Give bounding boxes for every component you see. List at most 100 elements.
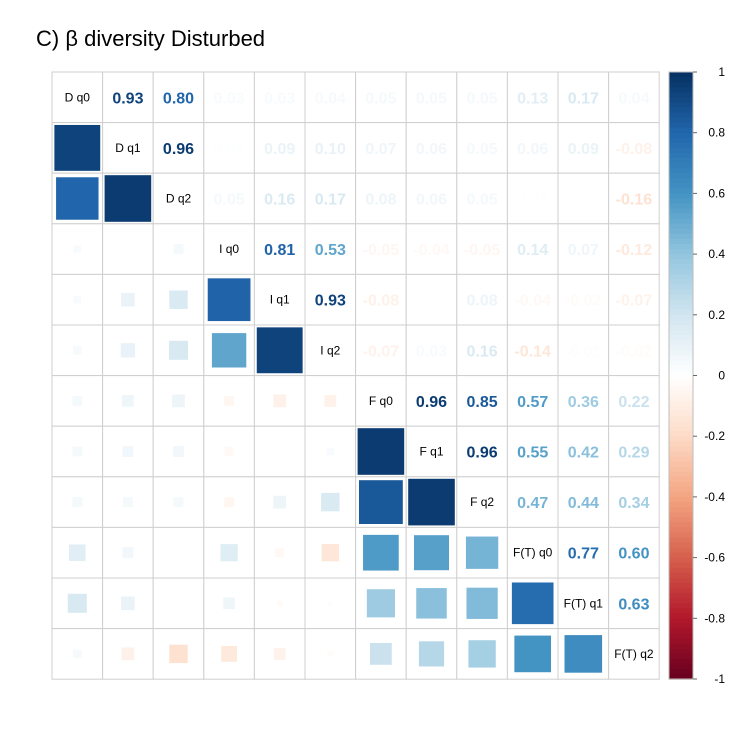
diagonal-label: I q1 [270,293,290,307]
correlation-square [223,394,236,407]
colorbar-segment [669,309,693,316]
grid-cell [355,122,407,174]
grid-cell [608,172,660,225]
colorbar-segment [669,415,693,422]
correlation-square [417,640,446,668]
coefficient-label: 0.85 [467,394,498,411]
grid-cell [608,273,660,326]
colorbar-segment [669,380,693,387]
grid-cell [608,122,660,174]
grid-cell [506,425,559,478]
colorbar-segment [669,648,693,655]
grid-cell [608,628,660,680]
colorbar-segment [669,324,693,331]
correlation-square [68,543,87,562]
coefficient-label: -0.16 [616,192,653,209]
coefficient-label: 0.04 [315,90,346,107]
colorbar-segment [669,496,693,503]
colorbar-segment [669,512,693,518]
coefficient-label: 0.05 [365,90,396,107]
colorbar-segment [669,345,693,351]
grid-cell [608,71,660,124]
coefficient-label: 0.42 [568,445,599,462]
coefficient-label: 0.29 [618,445,649,462]
grid-cell [51,71,104,124]
colorbar-tick-label: -0.2 [704,429,725,443]
correlation-square [120,393,135,408]
colorbar-segment [669,638,693,645]
correlation-square [272,393,288,409]
coefficient-label: 0.96 [416,394,447,411]
chart-title: C) β diversity Disturbed [36,26,266,51]
grid-cell [405,71,458,124]
coefficient-label: 0.03 [416,343,447,360]
coefficient-label: 0.09 [568,141,599,158]
correlation-square [168,289,189,310]
correlation-square [53,123,102,172]
colorbar-segment [669,127,693,134]
grid-cell [304,122,357,174]
grid-cell [506,273,559,326]
correlation-square [120,595,136,612]
grid-cell [456,122,508,174]
coefficient-label: -0.02 [616,343,653,360]
colorbar-segment [669,304,693,311]
correlation-square [272,646,287,661]
coefficient-label: 0.16 [264,192,295,209]
grid-cell [608,324,660,377]
colorbar-segment [669,658,693,665]
coefficient-label: 0.00 [416,293,447,310]
colorbar-segment [669,542,693,549]
colorbar-segment [669,451,693,458]
coefficient-label: -0.07 [363,343,400,360]
coefficient-label: 0.03 [214,90,245,107]
diagonal-label: D q2 [166,192,192,206]
correlation-square [412,534,451,572]
grid-cell [456,425,508,478]
colorbar-segment [669,466,693,473]
colorbar-segment [669,421,693,427]
coefficient-label: 0.36 [568,394,599,411]
colorbar-segment [669,527,693,533]
coefficient-label: -0.01 [565,343,602,360]
correlation-square [223,446,235,457]
grid-cell [405,324,458,377]
coefficient-label: 0.60 [618,546,649,563]
colorbar-segment [669,107,693,114]
coefficient-label: 0.57 [517,394,548,411]
coefficient-label: -0.14 [514,343,551,360]
coefficient-label: 0.77 [568,546,599,563]
grid-cell [506,122,559,174]
grid-cell [253,425,306,478]
colorbar-segment [669,72,693,78]
colorbar-segment [669,557,693,564]
colorbar-segment [669,405,693,412]
grid-cell [304,172,357,225]
coefficient-label: 0.08 [365,192,396,209]
coefficient-label: -0.05 [464,242,501,259]
coefficient-label: 0.00 [568,192,599,209]
colorbar-segment [669,122,693,129]
correlation-square [66,592,88,614]
correlation-square [362,533,400,572]
correlation-square [55,176,100,221]
grid-cell [51,476,104,528]
correlation-square [72,244,83,254]
grid-cell [608,223,660,275]
colorbar-segment [669,355,693,361]
colorbar-segment [669,587,693,594]
colorbar-segment [669,633,693,640]
colorbar-segment [669,673,693,680]
colorbar-segment [669,203,693,210]
correlation-square [172,445,185,458]
coefficient-label: 0.05 [214,192,245,209]
colorbar-segment [669,112,693,119]
colorbar-segment [669,663,693,670]
correlation-square [124,246,131,253]
coefficient-label: 0.17 [315,192,346,209]
grid-cell [456,375,508,427]
colorbar-segment [669,329,693,336]
coefficient-label: 0.80 [163,90,194,107]
colorbar-segment [669,299,693,306]
coefficient-label: 0.05 [467,141,498,158]
